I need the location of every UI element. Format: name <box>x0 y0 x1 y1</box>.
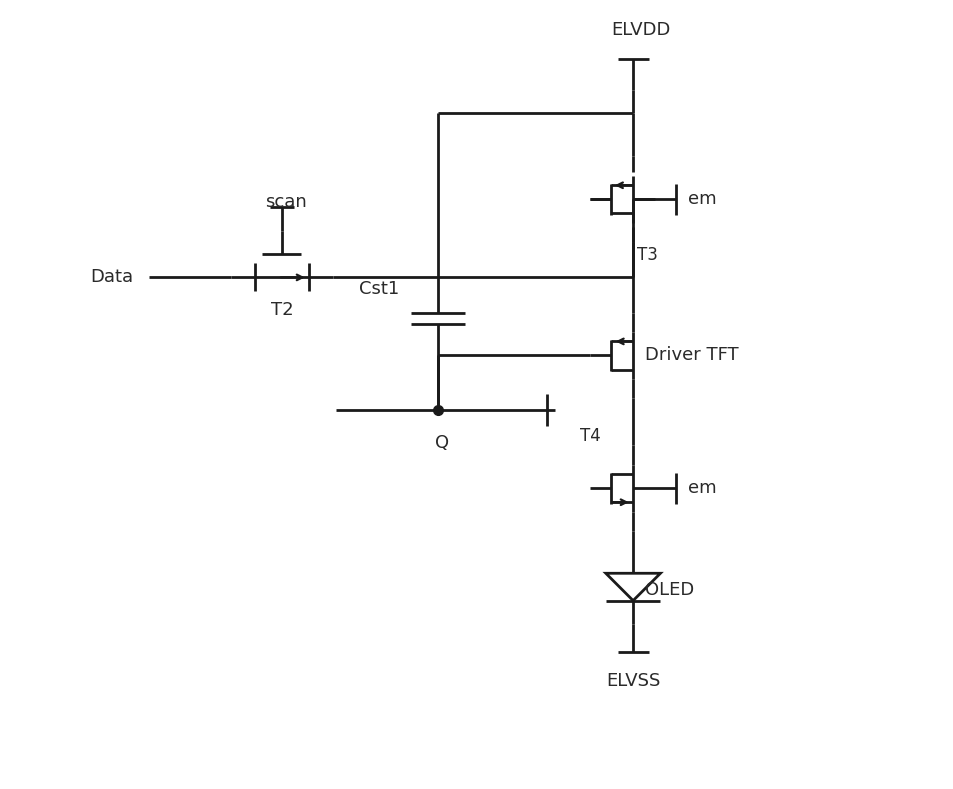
Text: em: em <box>687 190 716 208</box>
Text: OLED: OLED <box>644 581 694 599</box>
Text: em: em <box>687 479 716 497</box>
Text: scan: scan <box>265 193 306 211</box>
Text: Driver TFT: Driver TFT <box>644 346 738 365</box>
Text: ELVSS: ELVSS <box>605 671 659 690</box>
Text: T2: T2 <box>271 301 293 319</box>
Text: Q: Q <box>435 433 449 451</box>
Text: Data: Data <box>91 268 133 286</box>
Text: T4: T4 <box>579 427 600 445</box>
Text: T3: T3 <box>637 246 658 264</box>
Text: ELVDD: ELVDD <box>611 21 670 39</box>
Text: Cst1: Cst1 <box>358 280 398 298</box>
